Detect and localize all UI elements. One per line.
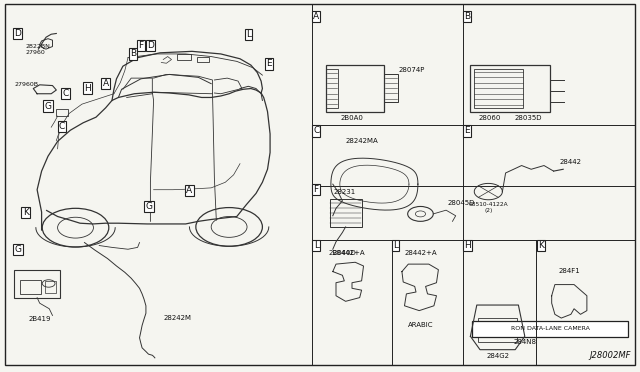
Text: 27960B: 27960B xyxy=(14,81,38,87)
Text: L: L xyxy=(314,241,319,250)
Text: 28242M: 28242M xyxy=(163,315,191,321)
Text: 284F1: 284F1 xyxy=(558,269,580,275)
Text: K: K xyxy=(538,241,544,250)
Text: F: F xyxy=(138,41,143,50)
Text: B: B xyxy=(130,49,136,58)
Text: 28242MA: 28242MA xyxy=(345,138,378,144)
Text: ARABIC: ARABIC xyxy=(408,323,434,328)
Bar xyxy=(470,65,550,112)
Text: B: B xyxy=(464,12,470,21)
Text: H: H xyxy=(84,84,91,93)
Text: 284G2: 284G2 xyxy=(486,353,509,359)
Bar xyxy=(384,74,398,102)
Text: 28060: 28060 xyxy=(479,115,500,121)
Text: D: D xyxy=(147,41,154,50)
Text: 284N8: 284N8 xyxy=(513,339,536,345)
Text: C: C xyxy=(59,122,65,131)
Text: F: F xyxy=(314,185,319,194)
Bar xyxy=(326,65,384,112)
Text: 27960: 27960 xyxy=(26,50,45,55)
Text: E: E xyxy=(465,126,470,135)
Text: A: A xyxy=(313,12,319,21)
Text: J28002MF: J28002MF xyxy=(589,351,631,360)
Text: 2B0A0: 2B0A0 xyxy=(340,115,364,121)
Bar xyxy=(20,280,41,294)
Text: 08510-4122A: 08510-4122A xyxy=(468,202,508,208)
Bar xyxy=(56,109,68,116)
Text: A: A xyxy=(102,79,109,88)
Bar xyxy=(472,321,628,337)
Text: 28442+A: 28442+A xyxy=(405,250,437,256)
Text: 28045D: 28045D xyxy=(447,200,475,206)
Text: 28442+A: 28442+A xyxy=(333,250,365,256)
Text: 2B419: 2B419 xyxy=(28,316,51,322)
Text: 28035D: 28035D xyxy=(515,115,541,121)
Text: 28442: 28442 xyxy=(560,159,582,165)
Text: (2): (2) xyxy=(484,208,493,213)
Bar xyxy=(330,199,362,227)
Text: K: K xyxy=(22,208,29,217)
Text: 28231: 28231 xyxy=(333,189,355,195)
Text: H: H xyxy=(464,241,470,250)
Text: G: G xyxy=(15,245,21,254)
Text: C: C xyxy=(62,89,68,98)
Text: L: L xyxy=(246,30,251,39)
Bar xyxy=(14,270,60,298)
Bar xyxy=(326,69,338,108)
Text: 2822BN: 2822BN xyxy=(26,44,51,49)
Bar xyxy=(45,281,56,293)
Text: 2B040D: 2B040D xyxy=(328,250,356,256)
Bar xyxy=(474,69,524,108)
Text: RON DATA-LANE CAMERA: RON DATA-LANE CAMERA xyxy=(511,326,590,331)
Bar xyxy=(478,318,517,342)
Text: E: E xyxy=(266,60,271,68)
Text: G: G xyxy=(146,202,152,211)
Text: L: L xyxy=(393,241,398,250)
Text: C: C xyxy=(313,126,319,135)
Bar xyxy=(197,57,209,62)
Text: A: A xyxy=(186,186,193,195)
Text: 28074P: 28074P xyxy=(398,67,424,73)
Text: D: D xyxy=(14,29,20,38)
Bar xyxy=(177,54,191,60)
Text: G: G xyxy=(45,102,51,110)
